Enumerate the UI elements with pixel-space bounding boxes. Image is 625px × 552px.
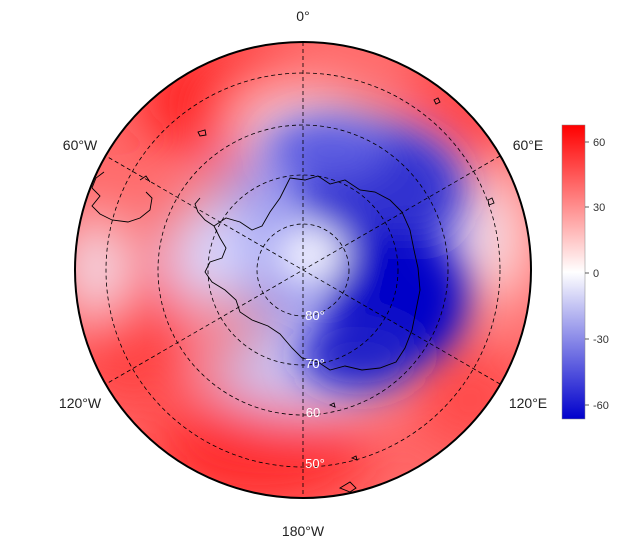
anomaly-field bbox=[75, 42, 531, 498]
south-america-coast bbox=[91, 187, 153, 223]
lon-label-0: 0° bbox=[296, 8, 309, 24]
coastline bbox=[91, 97, 495, 493]
antarctic-peninsula bbox=[194, 197, 215, 227]
colorbar-tick-neg30: -30 bbox=[593, 334, 609, 346]
colorbar-tick-0: 0 bbox=[593, 268, 599, 280]
lon-label-120w: 120°W bbox=[59, 395, 102, 411]
antarctica-coastline bbox=[204, 175, 421, 371]
lat-label-60: 60 bbox=[306, 405, 320, 420]
colorbar-tick-neg60: -60 bbox=[593, 400, 609, 412]
graticule bbox=[105, 42, 501, 498]
lon-label-60w: 60°W bbox=[63, 137, 98, 153]
lon-label-120e: 120°E bbox=[509, 395, 547, 411]
lat-label-80: 80° bbox=[305, 308, 325, 323]
lat-label-50: 50° bbox=[305, 456, 325, 471]
colorbar-tick-30: 30 bbox=[593, 202, 605, 214]
map-boundary bbox=[74, 41, 532, 499]
colorbar-ticks bbox=[585, 141, 589, 406]
colorbar: 60 30 0 -30 -60 bbox=[561, 124, 609, 420]
lat-label-70: 70° bbox=[305, 356, 325, 371]
colorbar-tick-60: 60 bbox=[593, 137, 605, 149]
lon-label-60e: 60°E bbox=[513, 137, 544, 153]
meridian-120e-60w bbox=[105, 155, 501, 385]
lon-label-180w: 180°W bbox=[282, 523, 325, 539]
colorbar-gradient bbox=[561, 124, 586, 420]
